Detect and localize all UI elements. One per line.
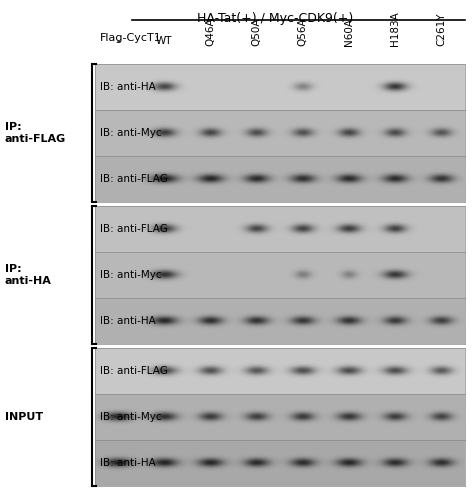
Text: IP:
anti-HA: IP: anti-HA xyxy=(5,264,52,286)
Text: WT: WT xyxy=(156,36,173,46)
Text: IB: anti-FLAG: IB: anti-FLAG xyxy=(100,366,168,376)
Text: IB: anti-Myc: IB: anti-Myc xyxy=(100,412,162,422)
Text: Q50A: Q50A xyxy=(252,17,262,46)
Text: IB: anti-HA: IB: anti-HA xyxy=(100,316,156,326)
Text: N60A: N60A xyxy=(344,18,354,46)
Text: Q56A: Q56A xyxy=(298,17,308,46)
Text: HA-Tat(+) / Myc-CDK9(+): HA-Tat(+) / Myc-CDK9(+) xyxy=(197,12,353,25)
Text: IB: anti-Myc: IB: anti-Myc xyxy=(100,128,162,138)
Text: IP:
anti-FLAG: IP: anti-FLAG xyxy=(5,122,66,144)
Text: INPUT: INPUT xyxy=(5,412,43,422)
Text: IB: anti-FLAG: IB: anti-FLAG xyxy=(100,224,168,234)
Text: C261Y: C261Y xyxy=(437,12,447,46)
Text: IB: anti-Myc: IB: anti-Myc xyxy=(100,270,162,280)
Text: IB: anti-HA: IB: anti-HA xyxy=(100,82,156,92)
Text: Q46A: Q46A xyxy=(205,17,215,46)
Text: -: - xyxy=(116,36,120,46)
Text: IB: anti-FLAG: IB: anti-FLAG xyxy=(100,174,168,184)
Text: Flag-CycT1: Flag-CycT1 xyxy=(100,33,161,43)
Text: IB: anti-HA: IB: anti-HA xyxy=(100,458,156,468)
Text: H183A: H183A xyxy=(390,11,400,46)
